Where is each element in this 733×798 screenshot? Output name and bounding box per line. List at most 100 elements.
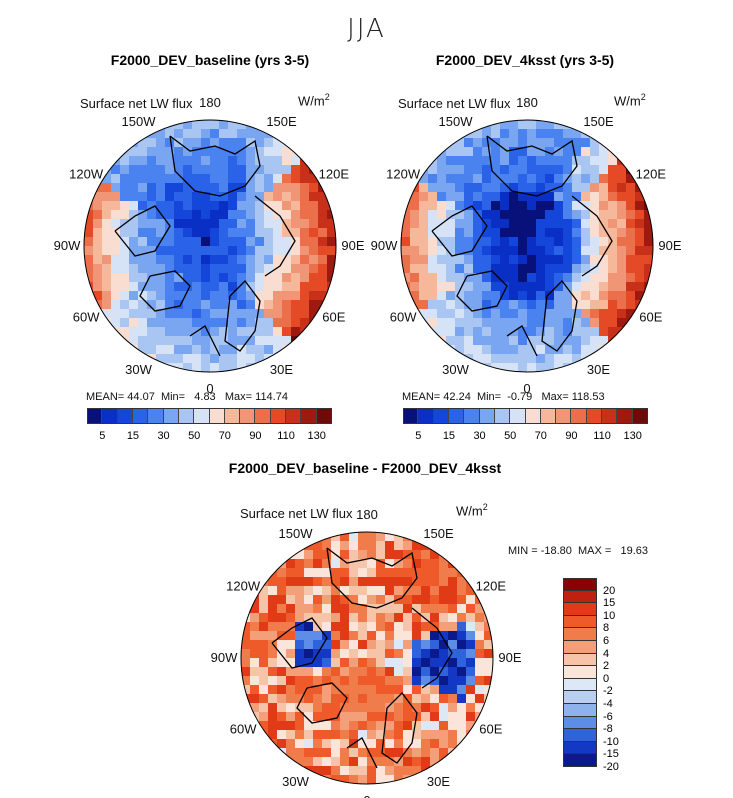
- colorbar-swatch: [117, 408, 133, 424]
- colorbar-swatch: [563, 691, 597, 704]
- colorbar-swatch: [563, 628, 597, 641]
- colorbar-tick-label: 90: [565, 430, 578, 442]
- map2-title: F2000_DEV_4ksst (yrs 3-5): [435, 52, 615, 68]
- map1-units: W/m2: [298, 92, 330, 109]
- colorbar-swatch: [563, 741, 597, 755]
- colorbar-swatch: [255, 408, 271, 424]
- lon-label: 150W: [279, 526, 314, 541]
- colorbar-swatch: [563, 578, 597, 591]
- colorbar-tick-label: 15: [603, 597, 616, 610]
- colorbar-tick-label: -8: [603, 723, 613, 736]
- lon-label: 120W: [226, 579, 261, 594]
- lon-label: 60E: [322, 310, 345, 325]
- lon-label: 150W: [122, 114, 157, 129]
- colorbar-swatch: [602, 408, 618, 424]
- colorbar-swatch: [178, 408, 195, 424]
- polar-map-3: 180 150E 120E 90E 60E 30E 0 30W 60W 90W 120W 150W: [211, 507, 522, 798]
- lon-label: 90E: [498, 650, 521, 665]
- lon-label: 150E: [423, 526, 454, 541]
- lon-label: 30E: [427, 774, 450, 789]
- colorbar-tick-label: -20: [603, 761, 619, 773]
- colorbar-swatch: [563, 653, 597, 667]
- lon-label: 90E: [658, 238, 681, 253]
- colorbar-swatch: [617, 408, 633, 424]
- colorbar-swatch: [510, 408, 526, 424]
- lon-label: 90W: [211, 650, 238, 665]
- lon-label: 60E: [479, 722, 502, 737]
- colorbar-swatch: [563, 716, 597, 730]
- colorbar-tick-label: 70: [534, 430, 547, 442]
- lon-label: 60E: [639, 310, 662, 325]
- colorbar-swatch: [563, 615, 597, 629]
- map3-variable: Surface net LW flux: [240, 506, 353, 521]
- colorbar-swatch: [194, 408, 210, 424]
- colorbar-swatch: [563, 704, 597, 717]
- polar-map-2: 180 150E 120E 90E 60E 30E 0 30W 60W 90W 120W 150W: [371, 95, 682, 396]
- map1-stats: MEAN= 44.07 Min= 4.83 Max= 114.74: [86, 391, 288, 403]
- colorbar-swatch: [301, 408, 317, 424]
- colorbar-swatch: [494, 408, 511, 424]
- coastlines: [431, 135, 613, 357]
- map-field: [401, 120, 653, 372]
- lon-label: 150W: [439, 114, 474, 129]
- colorbar-swatch: [563, 678, 597, 692]
- lon-label: 180: [356, 507, 378, 522]
- colorbar-tick-label: 10: [603, 609, 616, 622]
- colorbar-swatch: [540, 408, 557, 424]
- map3-colorbar: 20 15 10 8 6 4 2 0 -2 -4 -6 -8 -10 -15 -20: [563, 578, 643, 778]
- lon-label: 60W: [390, 310, 417, 325]
- lon-label: 30W: [125, 362, 152, 377]
- lon-label: 0: [206, 381, 213, 396]
- lon-label: 30E: [587, 362, 610, 377]
- colorbar-frame: [403, 408, 648, 424]
- map3-units: W/m2: [456, 502, 488, 519]
- colorbar-tick-label: 5: [99, 430, 106, 442]
- map-border: [83, 119, 337, 373]
- lon-label: 30W: [442, 362, 469, 377]
- colorbar-swatch: [87, 408, 103, 424]
- map1-colorbar: 5 15 30 50 70 90 110 130: [87, 408, 332, 448]
- colorbar-frame: [563, 578, 597, 767]
- lon-label: 150E: [583, 114, 614, 129]
- colorbar-tick-label: 4: [603, 647, 610, 660]
- map2-stats: MEAN= 42.24 Min= -0.79 Max= 118.53: [402, 391, 605, 403]
- lon-label: 90W: [371, 238, 398, 253]
- colorbar-swatch: [563, 603, 597, 616]
- colorbar-swatch: [418, 408, 434, 424]
- colorbar-tick-label: 30: [473, 430, 486, 442]
- colorbar-tick-label: 90: [249, 430, 262, 442]
- colorbar-tick-label: -10: [603, 735, 619, 748]
- map2-colorbar: 5 15 30 50 70 90 110 130: [403, 408, 648, 448]
- colorbar-swatch: [102, 408, 118, 424]
- map1-variable: Surface net LW flux: [80, 96, 193, 111]
- colorbar-swatch: [563, 590, 597, 604]
- lon-label: 90W: [54, 238, 81, 253]
- colorbar-swatch: [224, 408, 241, 424]
- colorbar-tick-label: 50: [188, 430, 201, 442]
- colorbar-swatch: [525, 408, 541, 424]
- colorbar-tick-label: -15: [603, 748, 619, 761]
- colorbar-swatch: [556, 408, 572, 424]
- lon-label: 60W: [73, 310, 100, 325]
- colorbar-tick-label: 15: [126, 430, 140, 442]
- lon-label: 120E: [476, 579, 507, 594]
- lon-label: 30E: [270, 362, 293, 377]
- colorbar-frame: [87, 408, 332, 424]
- colorbar-tick-label: 50: [504, 430, 517, 442]
- colorbar-tick-label: -4: [603, 698, 613, 710]
- lon-label: 120W: [386, 167, 421, 182]
- colorbar-tick-label: 6: [603, 635, 610, 647]
- map3-title: F2000_DEV_baseline - F2000_DEV_4ksst: [228, 460, 502, 476]
- colorbar-tick-label: 15: [442, 430, 456, 442]
- map-field: [241, 532, 493, 784]
- colorbar-swatch: [563, 666, 597, 679]
- colorbar-tick-label: 110: [277, 430, 295, 442]
- colorbar-tick-label: -6: [603, 710, 613, 723]
- lon-label: 90E: [341, 238, 364, 253]
- colorbar-swatch: [586, 408, 603, 424]
- season-title: JJA: [347, 14, 386, 44]
- map1-title: F2000_DEV_baseline (yrs 3-5): [110, 52, 310, 68]
- lon-label: 120E: [319, 167, 350, 182]
- colorbar-swatch: [286, 408, 302, 424]
- colorbar-swatch: [433, 408, 449, 424]
